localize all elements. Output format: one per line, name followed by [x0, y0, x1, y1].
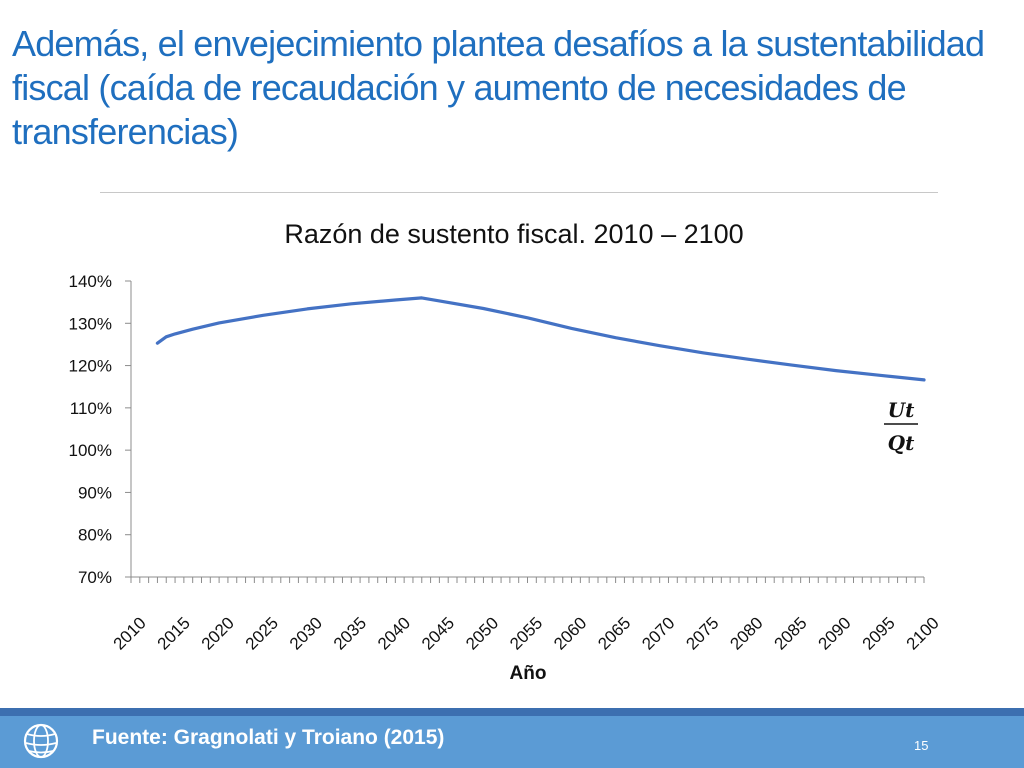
x-tick-label: 2095 — [859, 613, 899, 653]
x-tick-label: 2025 — [242, 613, 282, 653]
x-tick-label: 2065 — [594, 613, 634, 653]
x-axis: 2010 2015 2020 2025 2030 2035 2040 2045 2050 2055… — [110, 576, 943, 654]
footer-strip — [0, 708, 1024, 716]
x-tick-label: 2040 — [374, 613, 414, 653]
x-tick-label: 2090 — [815, 613, 855, 653]
line-chart: Razón de sustento fiscal. 2010 – 2100 70… — [69, 219, 943, 684]
x-tick-label: 2030 — [286, 613, 326, 653]
footer-band — [0, 708, 1024, 768]
x-tick-label: 2055 — [506, 613, 546, 653]
x-tick-label: 2075 — [682, 613, 722, 653]
title-divider — [100, 192, 938, 193]
x-tick-label: 2060 — [550, 613, 590, 653]
x-tick-label: 2050 — [462, 613, 502, 653]
chart-title: Razón de sustento fiscal. 2010 – 2100 — [284, 219, 743, 249]
y-tick-label: 70% — [78, 568, 112, 587]
formula-denominator: Qt — [888, 431, 915, 455]
x-tick-label: 2010 — [110, 613, 150, 653]
formula-ratio: Ut Qt — [884, 398, 918, 455]
x-tick-label: 2100 — [903, 613, 943, 653]
series-line — [155, 296, 926, 382]
y-tick-label: 130% — [69, 314, 112, 333]
x-tick-label: 2080 — [726, 613, 766, 653]
y-tick-label: 100% — [69, 441, 112, 460]
x-tick-label: 2070 — [638, 613, 678, 653]
x-tick-label: 2085 — [770, 613, 810, 653]
page-number: 15 — [914, 738, 929, 753]
formula-numerator: Ut — [888, 398, 915, 422]
x-axis-title: Año — [510, 663, 547, 684]
y-tick-label: 90% — [78, 483, 112, 502]
slide-title: Además, el envejecimiento plantea desafí… — [12, 23, 985, 152]
y-axis: 70% 80% 90% 100% 110% 120% 130% 140% — [69, 272, 132, 587]
y-tick-label: 140% — [69, 272, 112, 291]
x-tick-label: 2035 — [330, 613, 370, 653]
globe-logo-icon — [23, 723, 59, 759]
x-tick-label: 2020 — [198, 613, 238, 653]
x-tick-label: 2045 — [418, 613, 458, 653]
series-layer — [155, 296, 926, 382]
y-tick-label: 120% — [69, 357, 112, 376]
y-tick-label: 80% — [78, 526, 112, 545]
source-note: Fuente: Gragnolati y Troiano (2015) — [92, 726, 445, 749]
x-tick-label: 2015 — [154, 613, 194, 653]
y-tick-label: 110% — [70, 399, 112, 418]
